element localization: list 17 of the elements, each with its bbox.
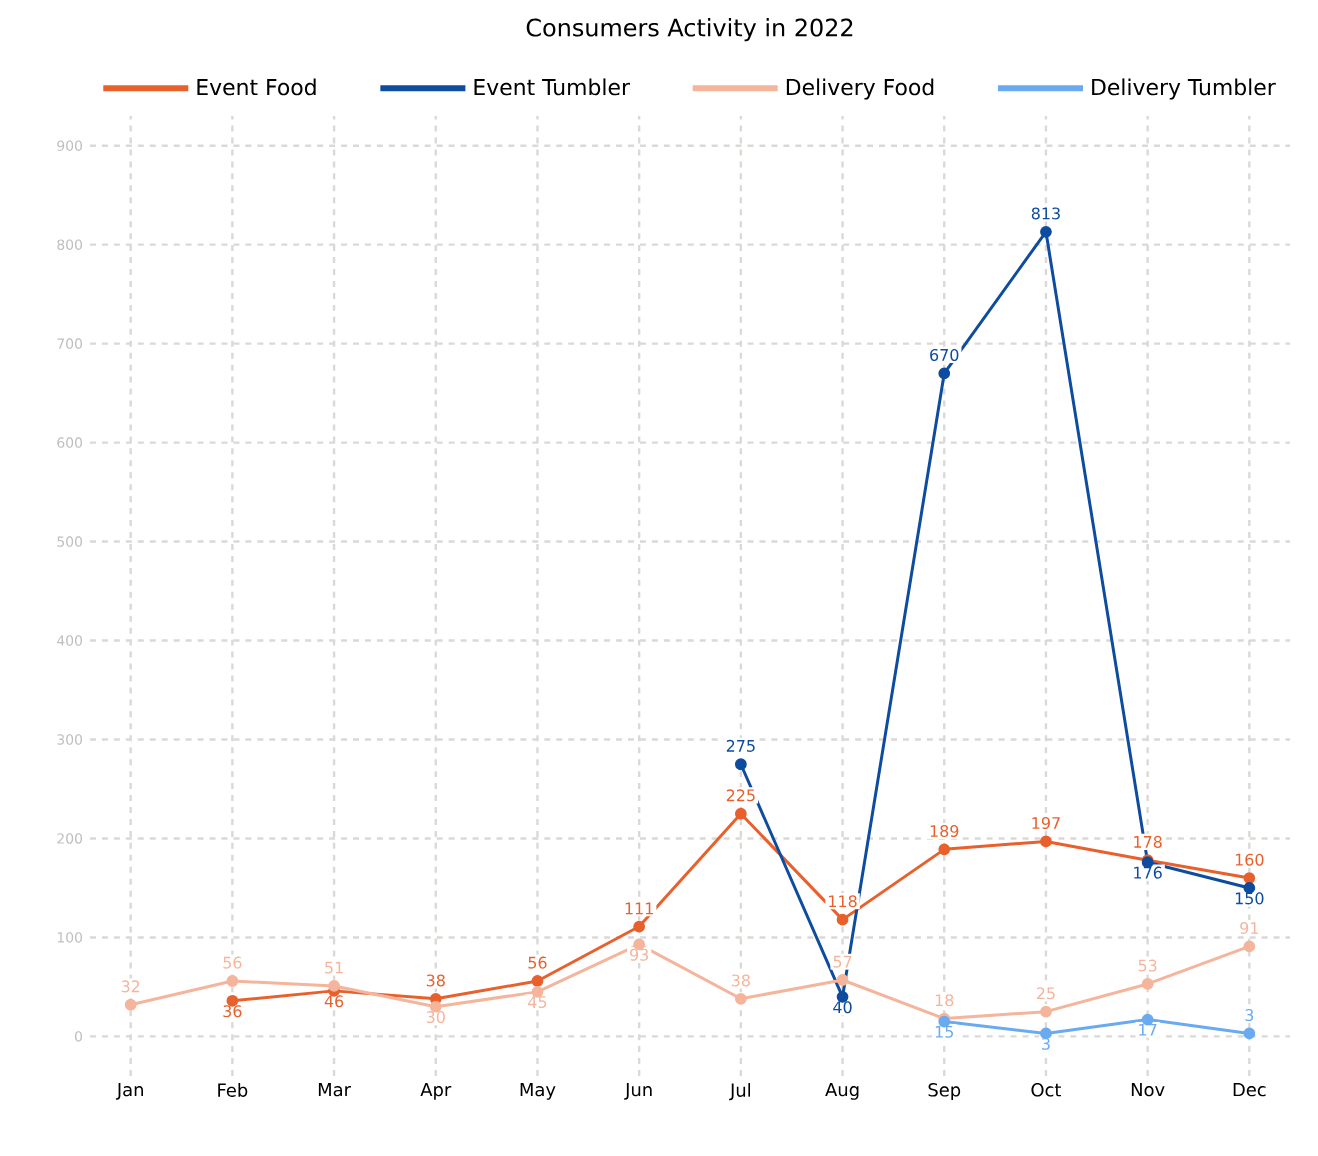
- x-tick-label: Sep: [928, 1083, 961, 1101]
- x-tick-label: May: [520, 1083, 556, 1100]
- chart-title: Consumers Activity in 2022: [526, 18, 853, 42]
- legend-label: Event Food: [197, 78, 316, 96]
- x-tick-label: Jul: [729, 1083, 751, 1101]
- x-tick-label: Dec: [1233, 1083, 1266, 1097]
- x-tick-label: Jun: [624, 1083, 652, 1100]
- legend-label: Event Tumbler: [474, 78, 630, 96]
- x-tick-label: Mar: [318, 1083, 351, 1097]
- x-tick-label: Oct: [1031, 1083, 1062, 1097]
- x-tick-label: Feb: [218, 1083, 248, 1097]
- x-tick-label: Jan: [115, 1083, 143, 1100]
- legend-label: Delivery Tumbler: [1092, 78, 1276, 100]
- x-tick-label: Apr: [420, 1083, 452, 1100]
- x-tick-label: Aug: [825, 1083, 859, 1100]
- x-tick-label: Nov: [1131, 1083, 1165, 1097]
- legend-label: Delivery Food: [786, 78, 934, 100]
